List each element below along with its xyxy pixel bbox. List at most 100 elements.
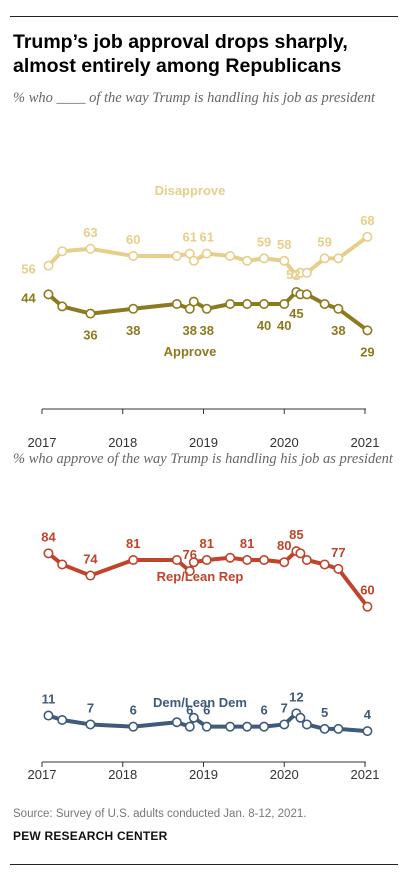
data-point-rep (184, 566, 195, 577)
x-tick-label: 2020 (270, 767, 299, 782)
data-point-approve (128, 303, 139, 314)
data-point-disapprove (259, 253, 270, 264)
data-point-rep (128, 554, 139, 565)
data-label-dem: 6 (260, 703, 267, 718)
data-point-dem (225, 721, 236, 732)
data-point-rep (85, 570, 96, 581)
data-label-rep: 81 (126, 536, 140, 551)
data-point-rep (301, 554, 312, 565)
data-point-rep (259, 554, 270, 565)
data-point-rep (225, 552, 236, 563)
data-point-approve (242, 299, 253, 310)
data-point-disapprove (301, 267, 312, 278)
data-label-disapprove: 59 (257, 234, 271, 249)
data-point-disapprove (188, 255, 199, 266)
data-label-approve: 38 (199, 323, 213, 338)
data-label-approve: 38 (183, 323, 197, 338)
data-label-approve: 44 (21, 290, 36, 305)
data-point-disapprove (242, 255, 253, 266)
data-label-rep: 81 (199, 536, 213, 551)
data-point-dem (43, 710, 54, 721)
x-tick-label: 2020 (270, 435, 299, 450)
data-label-disapprove: 61 (199, 230, 213, 245)
data-label-approve: 29 (360, 344, 374, 359)
data-label-dem: 12 (289, 689, 303, 704)
data-point-disapprove (128, 251, 139, 262)
data-point-dem (128, 721, 139, 732)
data-point-dem (171, 717, 182, 728)
data-point-disapprove (85, 243, 96, 254)
data-point-dem (279, 719, 290, 730)
data-point-approve (225, 299, 236, 310)
data-point-approve (333, 303, 344, 314)
data-point-dem (85, 719, 96, 730)
data-point-disapprove (201, 248, 212, 259)
series-name-rep: Rep/Lean Rep (157, 569, 244, 584)
data-point-dem (57, 715, 68, 726)
data-label-rep: 81 (240, 536, 254, 551)
data-point-dem (333, 723, 344, 734)
data-point-rep (333, 563, 344, 574)
data-label-disapprove: 68 (360, 213, 374, 228)
x-tick-label: 2017 (28, 435, 57, 450)
data-point-disapprove (279, 255, 290, 266)
data-point-dem (184, 721, 195, 732)
data-label-approve: 38 (331, 323, 345, 338)
data-point-approve (259, 299, 270, 310)
data-point-rep (242, 554, 253, 565)
series-name-approve: Approve (164, 344, 217, 359)
data-label-rep: 76 (183, 547, 197, 562)
data-label-dem: 7 (87, 700, 94, 715)
data-point-rep (201, 554, 212, 565)
data-label-rep: 84 (41, 529, 56, 544)
data-point-approve (85, 308, 96, 319)
data-point-dem (301, 719, 312, 730)
data-point-approve (171, 299, 182, 310)
data-label-dem: 11 (42, 692, 56, 707)
data-label-rep: 60 (360, 583, 374, 598)
data-point-dem (242, 721, 253, 732)
x-tick-label: 2018 (108, 435, 137, 450)
bottom-chart-subtitle: % who approve of the way Trump is handli… (13, 451, 393, 467)
x-tick-label: 2019 (189, 767, 218, 782)
data-point-rep (279, 557, 290, 568)
data-label-rep: 80 (277, 538, 291, 553)
x-tick-label: 2017 (28, 767, 57, 782)
x-tick-label: 2021 (351, 435, 380, 450)
data-point-rep (57, 559, 68, 570)
approval-chart: 2017 2018 2019 2020 2021 56 63 60 61 61 59 58 52 59 68… (21, 183, 379, 450)
data-label-rep: 85 (289, 527, 303, 542)
data-point-approve (57, 301, 68, 312)
x-tick-label: 2019 (189, 435, 218, 450)
data-point-dem (319, 723, 330, 734)
data-point-approve (43, 289, 54, 300)
top-rule (10, 16, 398, 17)
data-label-dem: 5 (321, 705, 328, 720)
data-point-disapprove (333, 253, 344, 264)
data-label-disapprove: 63 (83, 225, 97, 240)
data-point-rep (319, 559, 330, 570)
data-point-dem (259, 721, 270, 732)
data-point-disapprove (57, 246, 68, 257)
data-point-rep (362, 601, 373, 612)
data-point-disapprove (184, 248, 195, 259)
data-point-disapprove (319, 253, 330, 264)
data-label-approve: 40 (257, 318, 271, 333)
data-point-dem (201, 721, 212, 732)
data-label-disapprove: 58 (277, 237, 291, 252)
data-point-approve (184, 303, 195, 314)
data-label-disapprove: 60 (126, 232, 140, 247)
data-point-rep (188, 557, 199, 568)
data-label-approve: 36 (83, 328, 97, 343)
data-point-approve (319, 299, 330, 310)
data-label-dem: 6 (203, 703, 210, 718)
data-point-approve (301, 289, 312, 300)
data-point-approve (188, 296, 199, 307)
data-label-disapprove: 61 (183, 230, 197, 245)
data-label-dem: 6 (186, 703, 193, 718)
data-label-dem: 7 (281, 700, 288, 715)
top-chart-subtitle: % who ____ of the way Trump is handling … (13, 90, 375, 106)
chart-title: Trump’s job approval drops sharply, almo… (13, 31, 348, 77)
bottom-rule (10, 864, 398, 865)
